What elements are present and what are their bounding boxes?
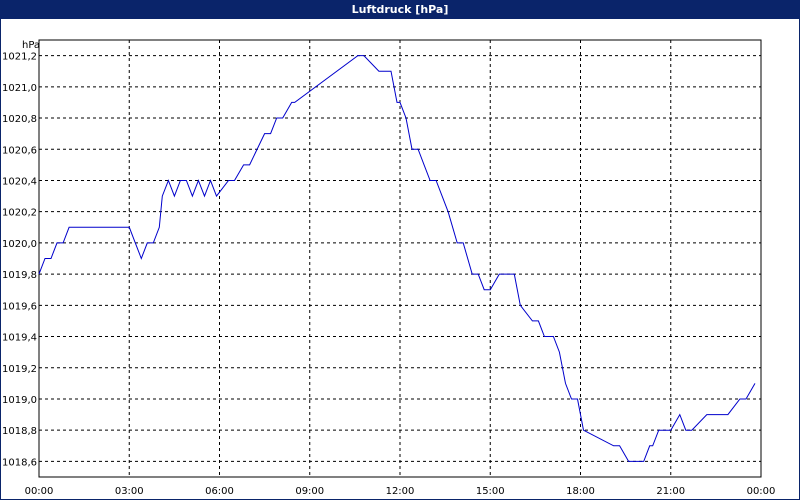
x-tick-time: 09:00 (295, 486, 324, 497)
y-tick-label: 1020,6 (2, 145, 37, 156)
y-tick-label: 1020,0 (2, 239, 37, 250)
x-tick-time: 03:00 (115, 486, 144, 497)
x-tick-time: 06:00 (205, 486, 234, 497)
x-tick-time: 18:00 (566, 486, 595, 497)
x-tick-time: 00:00 (747, 486, 776, 497)
y-tick-label: 1019,0 (2, 395, 37, 406)
y-tick-label: 1020,2 (2, 208, 37, 219)
x-tick-time: 12:00 (386, 486, 415, 497)
y-tick-label: 1021,0 (2, 83, 37, 94)
y-tick-label: 1019,4 (2, 333, 37, 344)
pressure-series-line (38, 55, 756, 462)
plot-area-border (38, 39, 762, 478)
y-tick-label: 1018,8 (2, 426, 37, 437)
y-tick-label: 1019,2 (2, 364, 37, 375)
y-tick-label: 1019,6 (2, 301, 37, 312)
y-tick-label: 1019,8 (2, 270, 37, 281)
x-tick-time: 21:00 (656, 486, 685, 497)
y-axis-label: hPa (22, 40, 40, 51)
y-tick-label: 1018,6 (2, 457, 37, 468)
x-tick-time: 00:00 (25, 486, 54, 497)
x-tick-time: 15:00 (476, 486, 505, 497)
chart-title: Luftdruck [hPa] (1, 1, 799, 19)
x-tick-labels: 00:0017.07.2503:0017.07.2506:0017.07.250… (25, 486, 776, 497)
y-tick-labels: 1018,6 1018,8 1019,0 1019,2 1019,4 1019,6 1019… (2, 52, 37, 469)
grid-lines (39, 40, 761, 477)
pressure-line-chart: hPa 1018,6 1018,8 1019,0 1019,2 1019,4 1019,6… (2, 39, 776, 497)
y-tick-label: 1020,4 (2, 176, 37, 187)
y-tick-label: 1021,2 (2, 52, 37, 63)
y-tick-label: 1020,8 (2, 114, 37, 125)
